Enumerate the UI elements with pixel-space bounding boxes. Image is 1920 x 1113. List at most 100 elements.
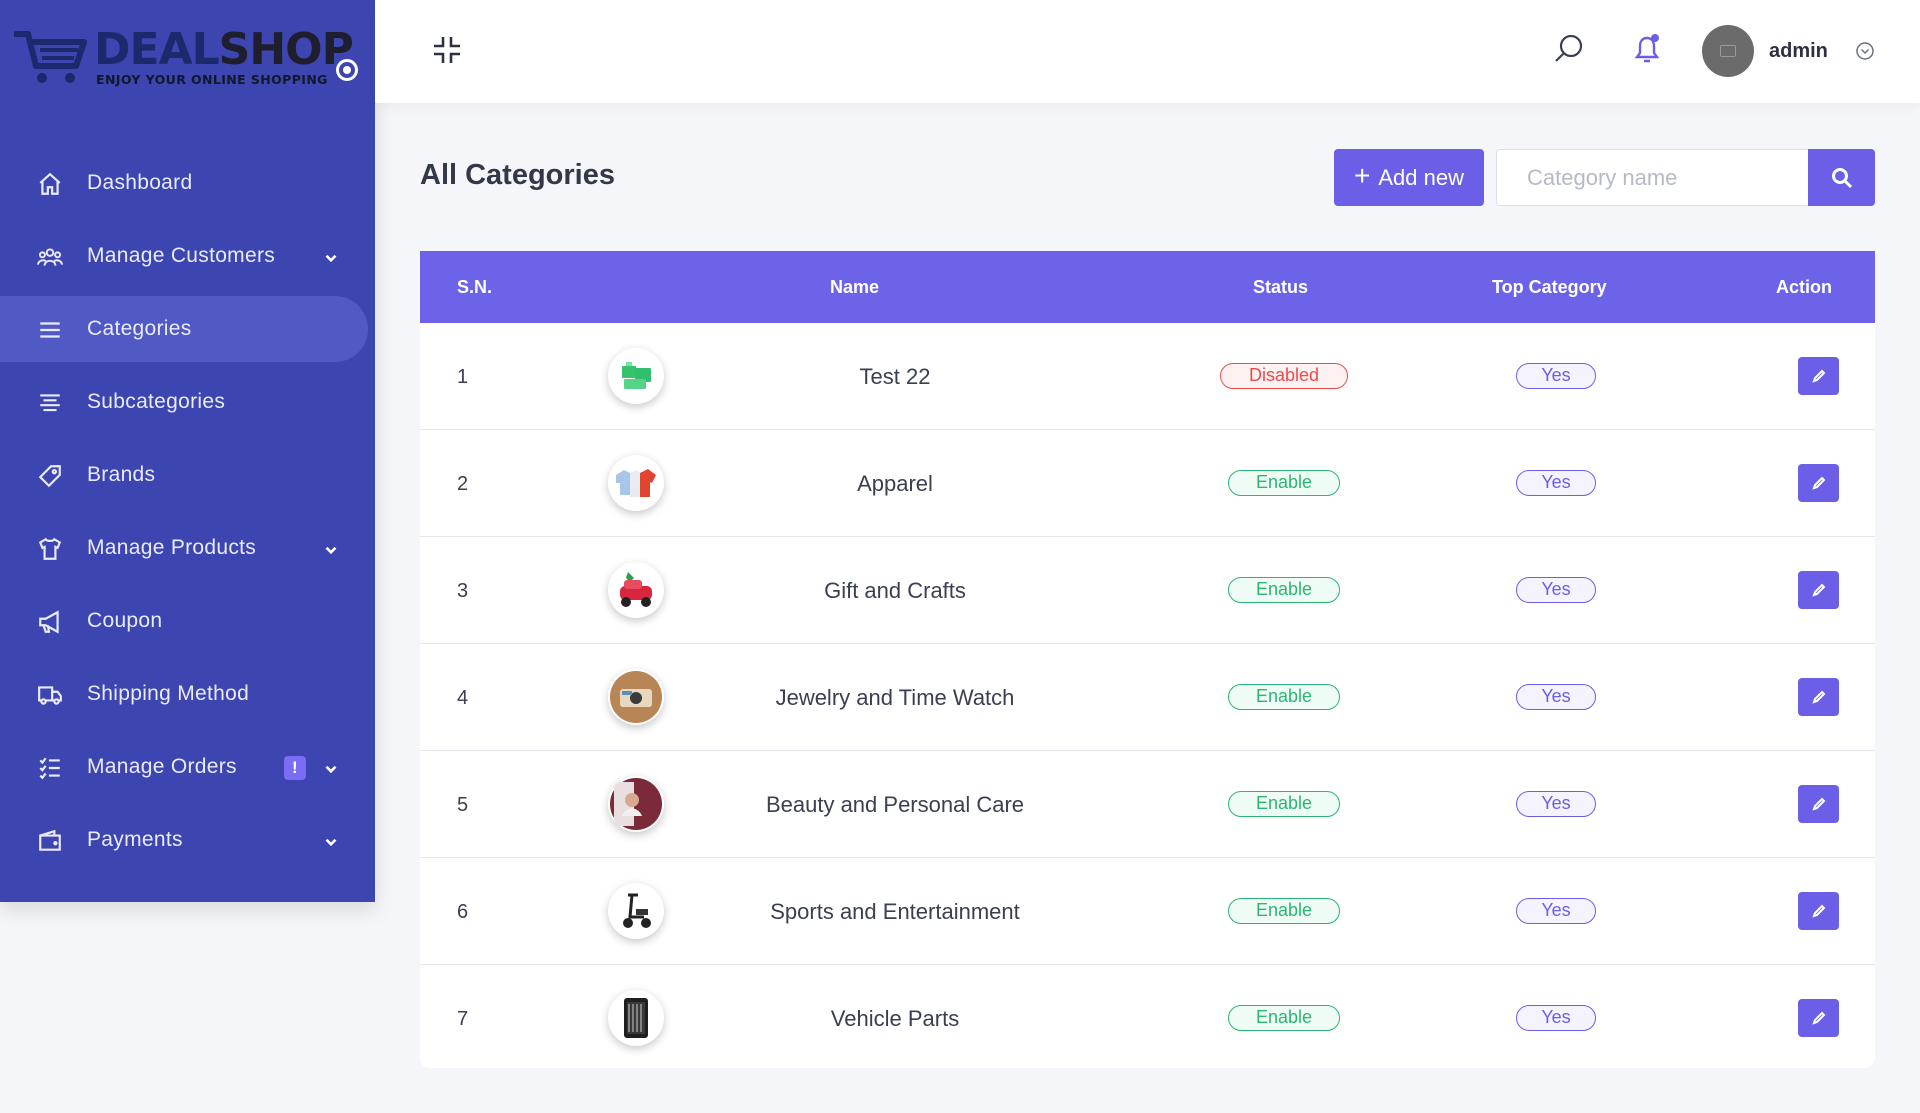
- list-icon: [40, 322, 60, 338]
- align-icon: [40, 394, 60, 412]
- sidebar-item-manage-customers[interactable]: Manage Customers: [0, 223, 375, 289]
- sidebar-item-categories[interactable]: Categories: [0, 296, 368, 362]
- category-name: Apparel: [857, 471, 933, 496]
- category-name: Beauty and Personal Care: [765, 792, 1025, 817]
- sidebar-item-coupon[interactable]: Coupon: [0, 588, 375, 654]
- table-row: 2 Apparel Enable Yes: [420, 430, 1875, 537]
- plus-icon: +: [1354, 160, 1371, 191]
- status-badge[interactable]: Disabled: [1220, 363, 1348, 389]
- sidebar-item-label: Shipping Method: [87, 682, 250, 705]
- table-row: 3 Gift and Crafts Enable Yes: [420, 537, 1875, 644]
- row-sn: 1: [457, 366, 469, 388]
- sidebar-item-label: Manage Customers: [87, 244, 276, 267]
- sidebar-item-label: Brands: [87, 463, 156, 486]
- chevron-down-icon: [325, 765, 337, 774]
- category-thumbnail: [608, 990, 664, 1046]
- cart-logo-icon: [14, 31, 87, 83]
- chevron-down-icon: [325, 546, 337, 555]
- top-category-badge[interactable]: Yes: [1516, 577, 1596, 603]
- table-row: 5 Beauty and Personal Care Enable Yes: [420, 751, 1875, 858]
- row-sn: 5: [457, 794, 469, 816]
- status-badge[interactable]: Enable: [1228, 470, 1340, 496]
- row-sn: 6: [457, 901, 469, 923]
- user-name[interactable]: admin: [1769, 40, 1828, 62]
- edit-button[interactable]: [1798, 999, 1839, 1037]
- categories-table: S.N. Name Status Top Category Action 1 T…: [420, 251, 1875, 1068]
- pencil-icon: [1811, 690, 1825, 704]
- edit-button[interactable]: [1798, 464, 1839, 502]
- column-header-name[interactable]: Name: [830, 277, 880, 297]
- collapse-screen-icon[interactable]: [432, 35, 462, 65]
- sidebar-item-brands[interactable]: Brands: [0, 442, 375, 508]
- avatar[interactable]: [1702, 25, 1754, 77]
- sidebar-item-dashboard[interactable]: Dashboard: [0, 150, 375, 216]
- edit-button[interactable]: [1798, 892, 1839, 930]
- column-header-action: Action: [1776, 277, 1832, 297]
- search-icon[interactable]: [1553, 33, 1585, 65]
- sidebar-item-label: Manage Orders: [87, 755, 237, 778]
- status-badge[interactable]: Enable: [1228, 577, 1340, 603]
- page-title: All Categories: [420, 159, 615, 191]
- status-badge[interactable]: Enable: [1228, 1005, 1340, 1031]
- table-row: 6 Sports and Entertainment Enable Yes: [420, 858, 1875, 965]
- brand-name-part2: SHOP: [218, 24, 354, 75]
- brand-name-part1: DEAL: [94, 24, 220, 75]
- column-header-top-category[interactable]: Top Category: [1492, 277, 1607, 297]
- category-thumbnail: [608, 455, 664, 511]
- search-button[interactable]: [1808, 149, 1875, 206]
- chevron-down-circle-icon[interactable]: [1855, 41, 1875, 61]
- top-category-badge[interactable]: Yes: [1516, 791, 1596, 817]
- sidebar-item-subcategories[interactable]: Subcategories: [0, 369, 375, 435]
- truck-icon: [38, 686, 62, 705]
- top-category-badge[interactable]: Yes: [1516, 363, 1596, 389]
- top-category-badge[interactable]: Yes: [1516, 470, 1596, 496]
- status-badge[interactable]: Enable: [1228, 791, 1340, 817]
- notification-bell-icon[interactable]: [1631, 32, 1663, 66]
- checklist-icon: [39, 757, 60, 780]
- row-sn: 7: [457, 1008, 469, 1030]
- brand-name: DEALSHOP: [94, 24, 354, 75]
- sidebar-item-label: Payments: [87, 828, 183, 851]
- brand-logo[interactable]: DEALSHOP ENJOY YOUR ONLINE SHOPPING: [14, 26, 364, 96]
- tag-icon: [38, 465, 61, 488]
- edit-button[interactable]: [1798, 357, 1839, 395]
- sidebar-item-manage-orders[interactable]: Manage Orders !: [0, 734, 375, 800]
- category-name: Test 22: [859, 364, 931, 389]
- category-thumbnail: [608, 776, 664, 832]
- category-search-input[interactable]: [1496, 149, 1808, 206]
- category-name: Vehicle Parts: [830, 1006, 960, 1031]
- add-new-button[interactable]: + Add new: [1334, 149, 1484, 206]
- sidebar-item-shipping-method[interactable]: Shipping Method: [0, 661, 375, 727]
- sidebar-item-label: Dashboard: [87, 171, 193, 194]
- sidebar-item-label: Manage Products: [87, 536, 257, 559]
- sidebar-toggle-radio[interactable]: [336, 59, 358, 81]
- column-header-sn[interactable]: S.N.: [457, 277, 493, 297]
- top-category-badge[interactable]: Yes: [1516, 898, 1596, 924]
- category-thumbnail: [608, 883, 664, 939]
- chevron-down-icon: [325, 254, 337, 263]
- status-badge[interactable]: Enable: [1228, 684, 1340, 710]
- sidebar-item-label: Coupon: [87, 609, 163, 632]
- sidebar: DEALSHOP ENJOY YOUR ONLINE SHOPPING Dash…: [0, 0, 375, 902]
- category-thumbnail: [608, 669, 664, 725]
- sidebar-item-manage-products[interactable]: Manage Products: [0, 515, 375, 581]
- edit-button[interactable]: [1798, 571, 1839, 609]
- category-thumbnail: [608, 562, 664, 618]
- edit-button[interactable]: [1798, 785, 1839, 823]
- add-new-label: Add new: [1378, 164, 1464, 190]
- top-category-badge[interactable]: Yes: [1516, 684, 1596, 710]
- category-thumbnail: [608, 348, 664, 404]
- pencil-icon: [1811, 369, 1825, 383]
- top-bar: admin: [375, 0, 1920, 103]
- sidebar-item-label: Categories: [87, 317, 192, 340]
- edit-button[interactable]: [1798, 678, 1839, 716]
- pencil-icon: [1811, 797, 1825, 811]
- column-header-status[interactable]: Status: [1253, 277, 1309, 297]
- sidebar-item-payments[interactable]: Payments: [0, 807, 375, 873]
- table-row: 1 Test 22 Disabled Yes: [420, 323, 1875, 430]
- status-badge[interactable]: Enable: [1228, 898, 1340, 924]
- brand-tagline: ENJOY YOUR ONLINE SHOPPING: [96, 72, 328, 87]
- pencil-icon: [1811, 1011, 1825, 1025]
- top-category-badge[interactable]: Yes: [1516, 1005, 1596, 1031]
- sidebar-item-label: Subcategories: [87, 390, 226, 413]
